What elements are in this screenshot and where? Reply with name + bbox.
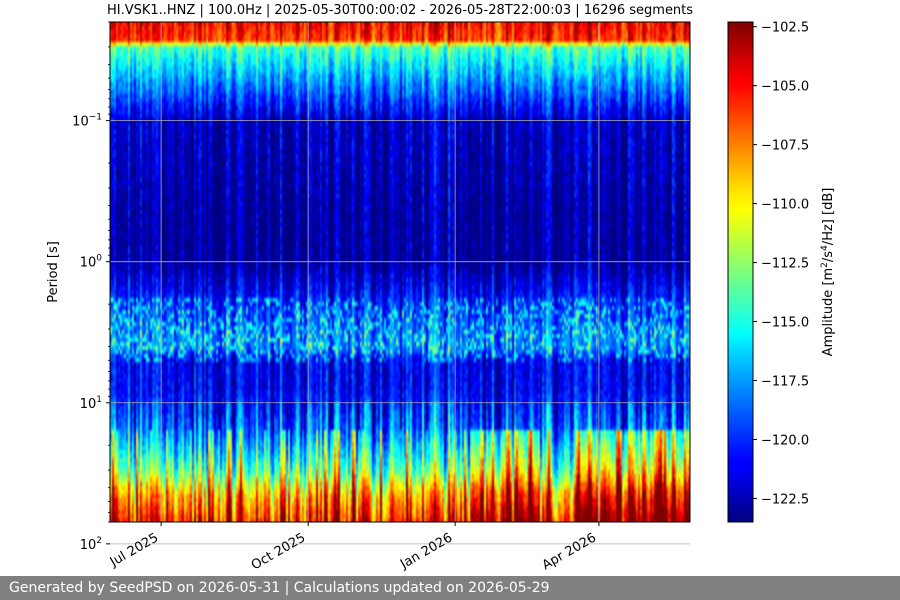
x-tick-label: Oct 2025 — [249, 530, 308, 573]
colorbar-tick-label: −115.0 — [761, 316, 809, 331]
heatmap-image — [110, 22, 690, 522]
chart-title: HI.VSK1..HNZ | 100.0Hz | 2025-05-30T00:0… — [107, 3, 693, 18]
x-axis: Jul 2025 Oct 2025 Jan 2026 Apr 2026 — [107, 522, 600, 573]
colorbar-label: Amplitude [m2/s4/Hz] [dB] — [820, 188, 836, 357]
grid-lines — [110, 22, 690, 545]
heatmap-area — [110, 22, 690, 522]
colorbar — [727, 21, 754, 523]
footer-status: Generated by SeedPSD on 2026-05-31 | Cal… — [0, 576, 900, 600]
y-tick-label: 100 — [80, 254, 103, 271]
colorbar-tick-label: −117.5 — [761, 374, 809, 389]
x-tick-label: Jan 2026 — [397, 530, 455, 572]
colorbar-tick-label: −105.0 — [761, 80, 809, 95]
y-tick-label: 101 — [80, 395, 102, 412]
x-tick-label: Apr 2026 — [540, 530, 599, 573]
colorbar-tick-label: −107.5 — [761, 139, 809, 154]
y-axis: 10−1 100 101 102 — [72, 21, 110, 553]
colorbar-tick-label: −122.5 — [761, 492, 809, 507]
x-tick-label: Jul 2025 — [107, 530, 161, 570]
colorbar-tick-label: −112.5 — [761, 257, 809, 272]
y-axis-label: Period [s] — [46, 241, 61, 303]
colorbar-tick-label: −110.0 — [761, 198, 809, 213]
y-tick-label: 10−1 — [72, 113, 102, 130]
colorbar-tick-label: −102.5 — [761, 21, 809, 36]
y-tick-label: 102 — [80, 536, 102, 553]
colorbar-tick-label: −120.0 — [761, 433, 809, 448]
plot-frame — [109, 21, 691, 523]
colorbar-axis: −102.5 −105.0 −107.5 −110.0 −112.5 −115.0 −117… — [753, 21, 809, 507]
